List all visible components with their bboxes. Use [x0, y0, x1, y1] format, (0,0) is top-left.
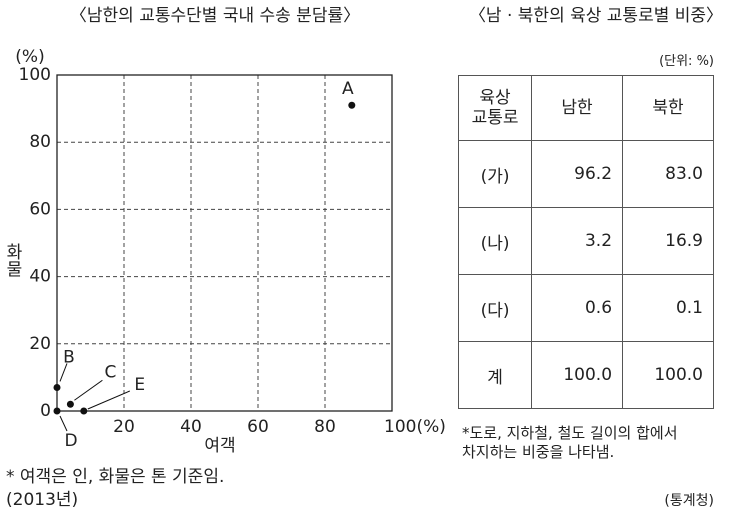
- x-tick-label: 20: [113, 417, 135, 437]
- note: (2013년): [6, 490, 78, 510]
- cell: 83.0: [622, 140, 714, 208]
- cell: 96.2: [531, 140, 624, 208]
- table-row: (가) 96.2 83.0: [457, 140, 714, 208]
- point-label: D: [64, 431, 77, 451]
- y-tick-label: 80: [29, 132, 51, 152]
- table-note: *도로, 지하철, 철도 길이의 합에서 차지하는 비중을 나타냄.: [462, 424, 678, 461]
- leader-line: [74, 379, 103, 401]
- header-cell: 육상 교통로: [457, 75, 533, 141]
- header-cell: 남한: [531, 75, 624, 141]
- table-unit: (단위: %): [659, 54, 714, 69]
- point-label: B: [63, 347, 75, 367]
- x-tick-label: 100(%): [384, 417, 446, 437]
- header-cell: 북한: [622, 75, 714, 141]
- point: [348, 101, 356, 109]
- y-tick-label: 20: [29, 334, 51, 354]
- y-tick-label: 60: [29, 199, 51, 219]
- chart-title: 〈남한의 교통수단별 국내 수송 분담률〉: [70, 6, 360, 26]
- cell: 3.2: [531, 207, 624, 275]
- point-label: E: [134, 375, 145, 395]
- point: [80, 407, 88, 415]
- x-tick-label: 60: [247, 417, 269, 437]
- table-row: 육상 교통로 남한 북한: [457, 75, 714, 141]
- cell: (나): [457, 207, 533, 275]
- cell: 계: [457, 341, 533, 409]
- point-label: C: [104, 362, 116, 382]
- x-tick-label: 80: [314, 417, 336, 437]
- table-row: (다) 0.6 0.1: [457, 274, 714, 342]
- cell: 100.0: [622, 341, 714, 409]
- table: 육상 교통로 남한 북한 (가) 96.2 83.0 (나) 3.2 16.9 (다) 0.6 0.1…: [457, 75, 714, 409]
- cell: 0.1: [622, 274, 714, 342]
- table-row: 계 100.0 100.0: [457, 341, 714, 409]
- x-axis-label: 여객: [204, 436, 235, 456]
- leader-line: [59, 363, 68, 382]
- y-tick-label: 40: [29, 267, 51, 287]
- point: [66, 400, 74, 408]
- y-axis-label: 화물: [2, 243, 22, 277]
- plot-frame: [56, 74, 393, 412]
- cell: 0.6: [531, 274, 624, 342]
- y-tick-label: 0: [40, 401, 51, 421]
- table-title: 〈남 · 북한의 육상 교통로별 비중〉: [469, 6, 723, 26]
- point: [53, 407, 61, 415]
- leader-line: [59, 415, 68, 432]
- cell: 16.9: [622, 207, 714, 275]
- table-source: (통계청): [664, 493, 714, 509]
- cell: 100.0: [531, 341, 624, 409]
- y-unit: (%): [15, 47, 44, 67]
- point-label: A: [342, 79, 354, 99]
- table-row: (나) 3.2 16.9: [457, 207, 714, 275]
- note: * 여객은 인, 화물은 톤 기준임.: [6, 467, 224, 487]
- x-tick-label: 40: [180, 417, 202, 437]
- cell: (다): [457, 274, 533, 342]
- point: [53, 383, 61, 391]
- leader-line: [87, 390, 130, 410]
- y-tick-label: 100: [19, 65, 51, 85]
- cell: (가): [457, 140, 533, 208]
